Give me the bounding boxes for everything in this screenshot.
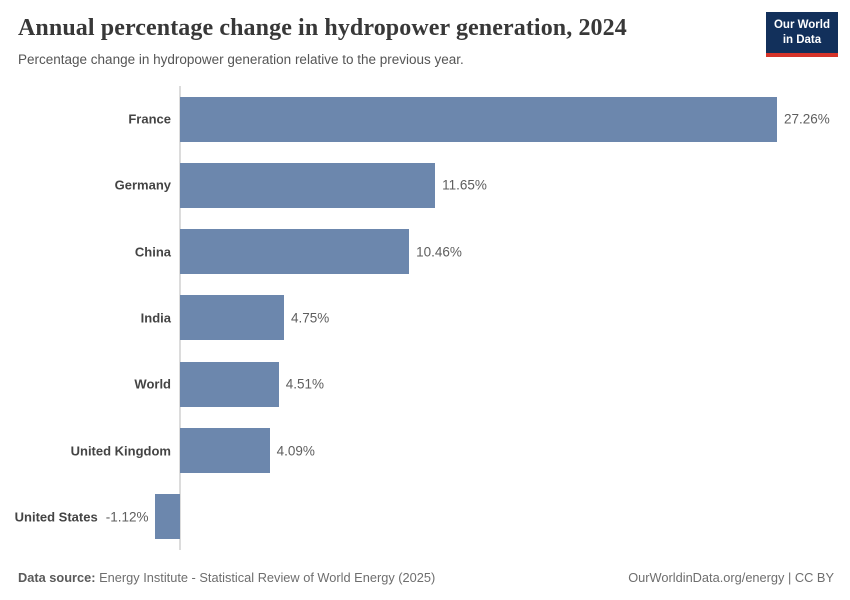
category-label[interactable]: France xyxy=(128,111,171,127)
bar-row: France 27.26% xyxy=(0,86,850,152)
value-label: 4.09% xyxy=(276,443,315,459)
data-source-note[interactable]: Data source: Energy Institute - Statisti… xyxy=(18,570,435,585)
data-source-label: Data source: xyxy=(18,570,96,585)
owid-logo[interactable]: Our World in Data xyxy=(765,12,838,57)
bar-row: China 10.46% xyxy=(0,219,850,285)
bar[interactable] xyxy=(155,494,180,540)
bar-row: United States -1.12% xyxy=(0,484,850,550)
credit-link[interactable]: OurWorldinData.org/energy | CC BY xyxy=(628,570,834,585)
category-label[interactable]: United Kingdom xyxy=(70,443,171,459)
owid-logo-line1: Our World xyxy=(773,19,830,31)
value-label: 27.26% xyxy=(783,111,830,127)
bar-row: India 4.75% xyxy=(0,285,850,351)
value-label: 11.65% xyxy=(442,177,487,193)
data-source-text: Energy Institute - Statistical Review of… xyxy=(95,570,436,585)
value-label: 10.46% xyxy=(416,244,462,260)
bar-row: Germany 11.65% xyxy=(0,152,850,218)
value-label: 4.51% xyxy=(285,376,325,392)
value-label: 4.75% xyxy=(291,310,330,326)
bar[interactable] xyxy=(180,96,777,142)
bar-row: World 4.51% xyxy=(0,351,850,417)
category-label[interactable]: United States xyxy=(14,509,98,525)
category-label[interactable]: World xyxy=(134,376,171,392)
bar-row: United Kingdom 4.09% xyxy=(0,417,850,483)
negative-label-group: United States -1.12% xyxy=(15,509,149,524)
category-label[interactable]: India xyxy=(140,310,171,326)
category-label[interactable]: China xyxy=(134,244,171,260)
bar[interactable] xyxy=(180,162,436,208)
value-label: -1.12% xyxy=(105,509,149,525)
chart-subtitle: Percentage change in hydropower generati… xyxy=(18,52,464,67)
plot-area: France 27.26% Germany 11.65% China 10.46% Indi… xyxy=(0,86,850,550)
owid-logo-line2: in Data xyxy=(782,33,822,46)
bar[interactable] xyxy=(180,428,270,474)
category-label[interactable]: Germany xyxy=(114,177,171,193)
bar[interactable] xyxy=(180,229,410,275)
bar[interactable] xyxy=(180,295,285,341)
chart-title: Annual percentage change in hydropower g… xyxy=(18,15,627,41)
footer: Data source: Energy Institute - Statisti… xyxy=(18,570,834,585)
bar[interactable] xyxy=(180,361,279,407)
